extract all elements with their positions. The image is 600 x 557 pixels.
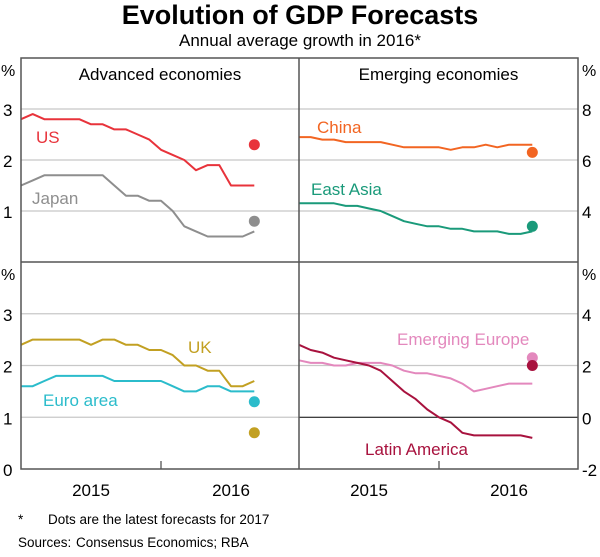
y-tick-label: 8 (582, 101, 591, 120)
series-label-emerging-europe: Emerging Europe (397, 330, 529, 349)
series-label-east-asia: East Asia (311, 180, 382, 199)
series-line-china (299, 136, 533, 151)
series-line-east-asia (299, 202, 533, 235)
series-line-emerging-europe (298, 359, 533, 393)
series-line-japan (20, 174, 255, 238)
panel-title-emerging-economies: Emerging economies (359, 65, 519, 84)
forecast-dot-emerging-europe (526, 352, 538, 364)
y-tick-label: 0 (582, 409, 591, 428)
series-label-latin-america: Latin America (365, 440, 469, 459)
y-tick-label: -2 (582, 461, 597, 480)
footnote: * Dots are the latest forecasts for 2017 (18, 512, 269, 527)
y-axis-unit: % (582, 267, 596, 284)
sources-text: Consensus Economics; RBA (76, 535, 249, 550)
x-tick-label: 2015 (72, 481, 110, 500)
y-tick-label: 1 (3, 409, 12, 428)
series-label-us: US (36, 128, 60, 147)
chart-subtitle: Annual average growth in 2016* (179, 31, 421, 50)
y-tick-label: 3 (3, 306, 12, 325)
forecast-dot-uk (248, 427, 260, 439)
forecast-dot-east-asia (526, 220, 538, 232)
y-axis-unit: % (1, 63, 15, 80)
forecast-dot-us (248, 139, 260, 151)
sources-label: Sources: (18, 535, 72, 550)
y-axis-unit: % (582, 63, 596, 80)
y-tick-label: 6 (582, 152, 591, 171)
forecast-dot-china (526, 146, 538, 158)
forecast-dot-latin-america (526, 360, 538, 371)
y-tick-label: 4 (582, 306, 591, 325)
y-axis-unit: % (1, 267, 15, 284)
footnote-text: Dots are the latest forecasts for 2017 (48, 512, 270, 527)
y-tick-label: 2 (3, 152, 12, 171)
y-tick-label: 3 (3, 101, 12, 120)
footnote-marker: * (18, 512, 24, 527)
series-label-euro-area: Euro area (43, 391, 118, 410)
forecast-dot-japan (248, 215, 260, 227)
series-label-uk: UK (188, 338, 212, 357)
series-line-latin-america (298, 343, 533, 439)
x-tick-label: 2016 (212, 481, 250, 500)
sources: Sources: Consensus Economics; RBA (18, 535, 249, 550)
series-label-japan: Japan (32, 189, 78, 208)
y-tick-label: 2 (582, 358, 591, 377)
series-line-euro-area (21, 374, 255, 393)
forecast-dot-euro-area (248, 396, 260, 408)
panel-title-advanced-economies: Advanced economies (79, 65, 242, 84)
y-tick-label: 2 (3, 358, 12, 377)
x-tick-label: 2016 (490, 481, 528, 500)
y-tick-label: 0 (3, 461, 12, 480)
x-tick-label: 2015 (350, 481, 388, 500)
series-line-us (20, 113, 255, 187)
y-tick-label: 4 (582, 203, 591, 222)
series-line-uk (20, 338, 255, 388)
y-tick-label: 1 (3, 203, 12, 222)
series-label-china: China (317, 118, 362, 137)
chart-title: Evolution of GDP Forecasts (121, 0, 479, 30)
